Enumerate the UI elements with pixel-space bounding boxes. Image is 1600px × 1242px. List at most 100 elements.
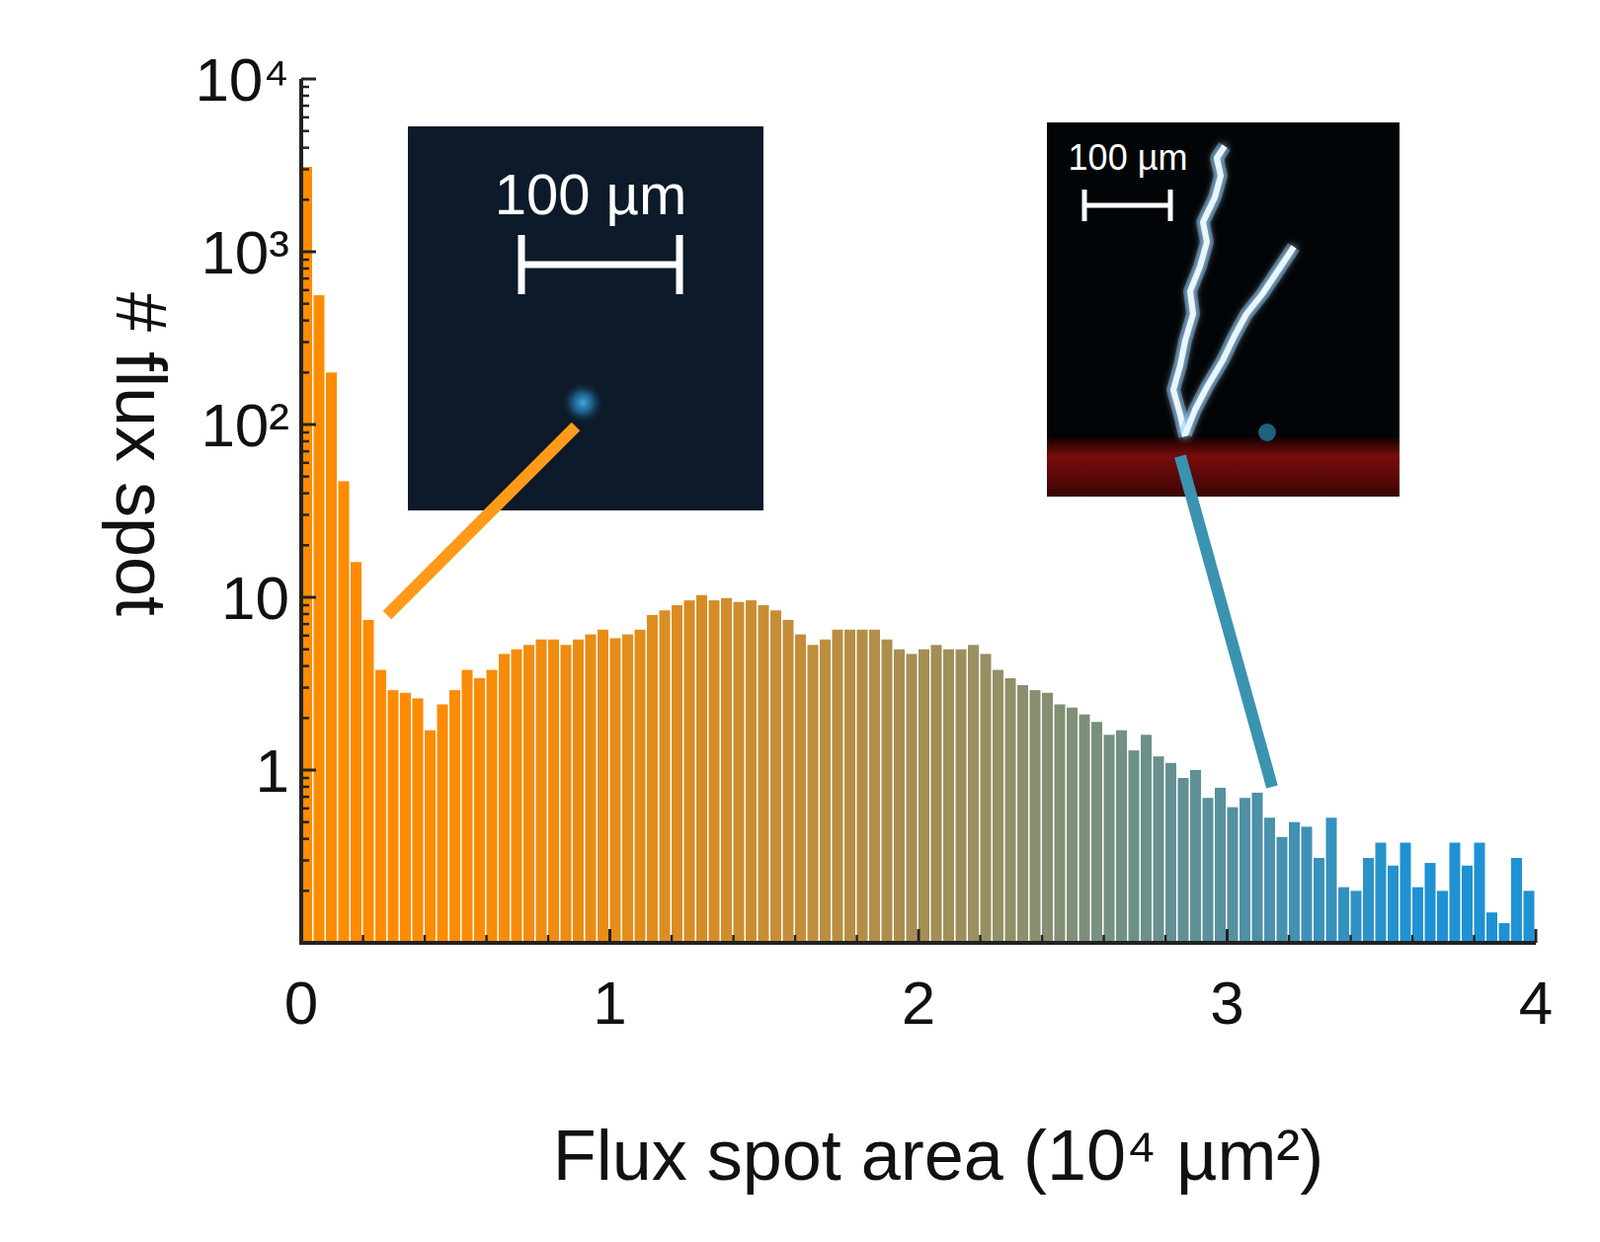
y-axis (299, 79, 304, 944)
bar (1214, 788, 1226, 944)
bar (869, 630, 880, 944)
bar (363, 620, 375, 944)
scale-label: 100 µm (1068, 137, 1189, 178)
bar (758, 605, 770, 944)
y-tick (301, 769, 317, 773)
bar (684, 600, 696, 944)
bar (1017, 685, 1029, 944)
bar (918, 649, 930, 944)
bar (1277, 837, 1288, 944)
bar (1079, 715, 1091, 944)
bar (449, 690, 461, 944)
bar (585, 635, 597, 944)
y-minor-tick (301, 664, 310, 668)
bar (622, 635, 634, 944)
x-tick-label: 2 (901, 968, 936, 1038)
y-tick (301, 78, 317, 81)
bar (992, 670, 1004, 944)
bar (696, 595, 708, 944)
x-minor-tick (1472, 935, 1476, 944)
bar (931, 644, 943, 944)
bar (536, 640, 548, 944)
x-minor-tick (361, 935, 365, 944)
bar (1104, 734, 1116, 944)
bar (646, 615, 658, 944)
bar (1313, 858, 1325, 944)
scale-bar-end (518, 235, 526, 295)
y-minor-tick (301, 116, 310, 120)
y-tick-label: 10 (221, 563, 290, 633)
y-minor-tick (301, 371, 310, 375)
bar (1165, 763, 1177, 944)
bar (1375, 843, 1387, 944)
x-minor-tick (484, 935, 488, 944)
y-minor-tick (301, 440, 310, 444)
y-tick-label: 10³ (200, 218, 290, 287)
scale-label: 100 µm (494, 161, 688, 227)
bar (783, 620, 795, 944)
bar (1116, 730, 1127, 944)
y-tick-label: 10² (200, 391, 290, 460)
y-minor-tick (301, 647, 310, 651)
bar (1437, 890, 1448, 944)
bar (1264, 817, 1276, 944)
x-tick-label: 3 (1209, 968, 1244, 1038)
x-minor-tick (1102, 935, 1106, 944)
y-tick-label: 1 (255, 736, 290, 805)
x-tick-label: 1 (592, 968, 627, 1038)
bar (523, 644, 535, 944)
y-minor-tick (301, 777, 310, 781)
y-minor-tick (301, 258, 310, 262)
y-minor-tick (301, 686, 310, 690)
bar (511, 649, 523, 944)
bar (325, 372, 337, 944)
bar (795, 635, 806, 944)
bar (745, 600, 757, 944)
y-minor-tick (301, 302, 310, 306)
bar (671, 605, 683, 944)
bar (1054, 704, 1066, 944)
bar (1425, 863, 1437, 944)
bar (881, 640, 893, 944)
y-minor-tick (301, 513, 310, 517)
y-minor-tick (301, 820, 310, 824)
bar (1005, 678, 1017, 944)
x-tick (917, 929, 921, 944)
dendrite-glow (1185, 246, 1294, 435)
bar (1301, 826, 1313, 944)
bar (412, 698, 424, 944)
y-minor-tick (301, 146, 310, 150)
bar (1288, 822, 1300, 944)
bar (400, 693, 411, 944)
y-minor-tick (301, 889, 310, 893)
bar (967, 644, 979, 944)
x-minor-tick (1040, 935, 1044, 944)
inset-image (1046, 122, 1400, 497)
bar (1338, 887, 1350, 944)
y-minor-tick (301, 623, 310, 627)
y-minor-tick (301, 859, 310, 863)
bar (659, 610, 671, 944)
x-tick (1534, 929, 1538, 944)
bar (893, 649, 905, 944)
bar (807, 644, 819, 944)
bar (1128, 750, 1140, 944)
bar (338, 480, 350, 944)
x-minor-tick (670, 935, 674, 944)
y-minor-tick (301, 85, 310, 89)
scale-bar (1084, 203, 1171, 209)
bar (857, 630, 869, 944)
scale-bar-end (676, 235, 684, 295)
y-minor-tick (301, 613, 310, 617)
bar (1091, 721, 1103, 944)
bar (1523, 890, 1535, 944)
inset-small-spot: 100 µm (407, 126, 764, 511)
bar (1140, 734, 1152, 944)
bar (733, 602, 745, 944)
y-minor-tick (301, 167, 310, 171)
y-minor-tick (301, 277, 310, 281)
y-axis-title: # flux spot (101, 292, 181, 617)
scale-bar-end (1082, 189, 1088, 222)
y-minor-tick (301, 807, 310, 811)
bar (1511, 858, 1522, 944)
